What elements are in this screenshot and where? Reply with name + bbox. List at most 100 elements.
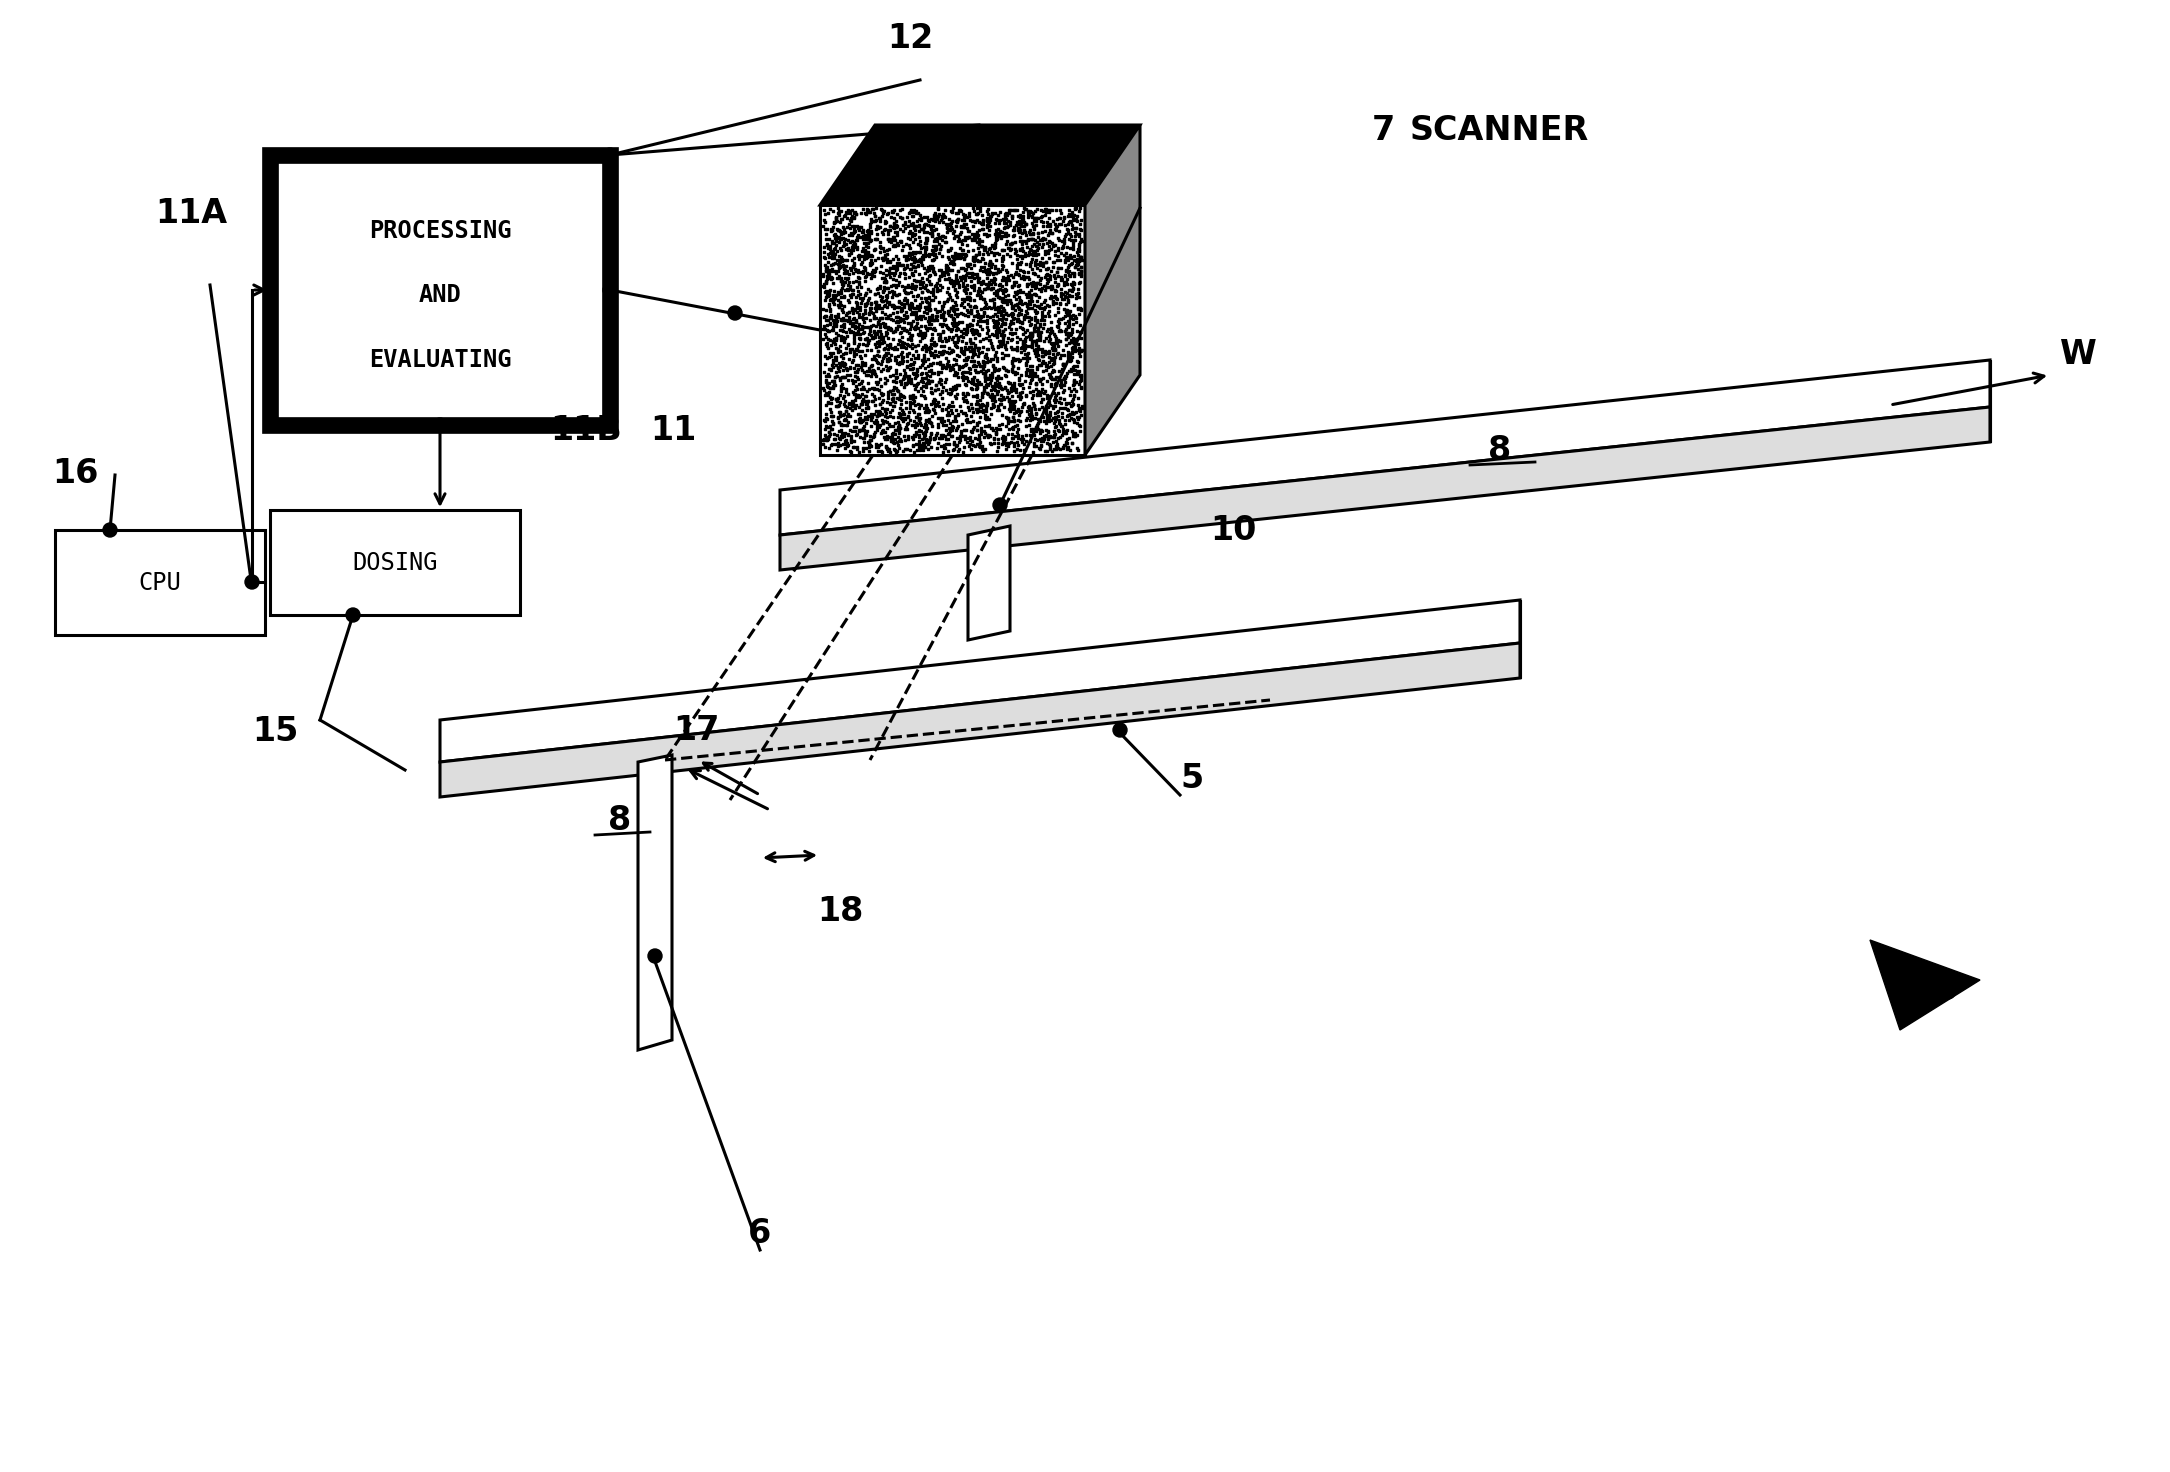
Point	[1024, 308, 1059, 331]
Point	[894, 200, 929, 224]
Point	[1022, 294, 1057, 318]
Point	[857, 290, 892, 314]
Point	[942, 275, 976, 299]
Point	[944, 330, 979, 353]
Point	[1061, 286, 1096, 309]
Point	[894, 262, 929, 286]
Point	[955, 256, 990, 280]
Point	[968, 353, 1003, 377]
Point	[979, 421, 1013, 445]
Point	[1037, 339, 1072, 362]
Point	[851, 362, 885, 386]
Point	[1005, 213, 1039, 237]
Point	[1050, 437, 1085, 461]
Point	[1022, 343, 1057, 367]
Point	[1007, 213, 1042, 237]
Point	[983, 277, 1018, 300]
Point	[844, 383, 879, 406]
Point	[922, 350, 957, 374]
Point	[816, 246, 851, 269]
Point	[840, 437, 875, 461]
Point	[905, 290, 940, 314]
Point	[944, 256, 979, 280]
Point	[955, 227, 990, 250]
Point	[996, 349, 1031, 372]
Point	[1061, 397, 1096, 421]
Point	[816, 371, 851, 394]
Point	[1052, 439, 1087, 462]
Point	[812, 371, 846, 394]
Point	[820, 356, 855, 380]
Point	[816, 271, 851, 294]
Point	[838, 436, 872, 459]
Point	[1046, 353, 1081, 377]
Point	[870, 247, 905, 271]
Point	[968, 255, 1003, 278]
Point	[1057, 256, 1092, 280]
Point	[1029, 409, 1063, 433]
Point	[979, 309, 1013, 333]
Point	[816, 350, 851, 374]
Point	[848, 291, 883, 315]
Point	[905, 322, 940, 346]
Point	[1033, 321, 1068, 344]
Point	[972, 237, 1007, 261]
Point	[998, 213, 1033, 237]
Point	[820, 406, 855, 430]
Point	[1005, 372, 1039, 396]
Point	[946, 243, 981, 266]
Point	[827, 306, 861, 330]
Point	[814, 218, 848, 241]
Point	[1007, 221, 1042, 244]
Point	[877, 336, 911, 359]
Point	[853, 355, 888, 378]
Point	[929, 369, 963, 393]
Point	[859, 306, 894, 330]
Point	[914, 336, 948, 359]
Point	[909, 414, 944, 437]
Point	[885, 402, 920, 425]
Point	[1007, 439, 1042, 462]
Point	[1044, 266, 1078, 290]
Point	[909, 371, 944, 394]
Point	[1042, 420, 1076, 443]
Point	[998, 415, 1033, 439]
Point	[894, 371, 929, 394]
Point	[918, 305, 953, 328]
Point	[842, 247, 877, 271]
Point	[1011, 375, 1046, 399]
Point	[1003, 327, 1037, 350]
Point	[979, 380, 1013, 403]
Point	[922, 265, 957, 289]
Point	[916, 234, 950, 258]
Point	[846, 259, 881, 283]
Point	[948, 225, 983, 249]
Point	[935, 318, 970, 342]
Point	[853, 428, 888, 452]
Point	[1048, 222, 1083, 246]
Point	[946, 287, 981, 311]
Point	[1005, 244, 1039, 268]
Point	[985, 412, 1020, 436]
Point	[1003, 400, 1037, 424]
Point	[1035, 221, 1070, 244]
Point	[937, 253, 972, 277]
Point	[833, 199, 868, 222]
Point	[1039, 400, 1074, 424]
Point	[1007, 259, 1042, 283]
Point	[1022, 384, 1057, 408]
Point	[879, 252, 914, 275]
Point	[838, 393, 872, 417]
Point	[918, 333, 953, 356]
Point	[1050, 236, 1085, 259]
Point	[974, 334, 1009, 358]
Point	[861, 281, 896, 305]
Point	[911, 291, 946, 315]
Point	[920, 196, 955, 219]
Point	[907, 300, 942, 324]
Point	[909, 243, 944, 266]
Point	[872, 364, 907, 387]
Point	[911, 316, 946, 340]
Point	[840, 291, 875, 315]
Point	[818, 259, 853, 283]
